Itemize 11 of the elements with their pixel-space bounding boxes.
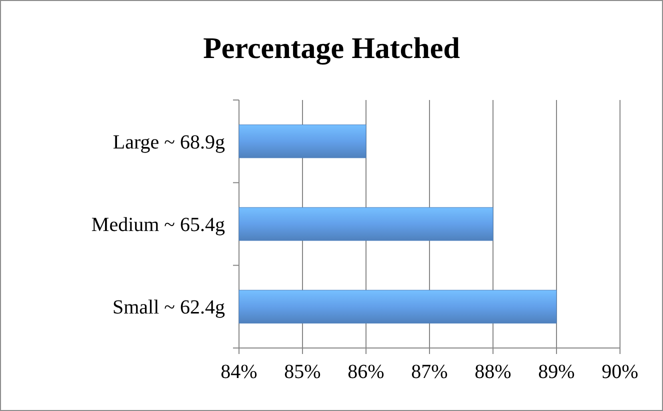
x-tick-label: 89% (538, 361, 575, 383)
x-tick-label: 88% (474, 361, 512, 383)
y-tick-label: Small ~ 62.4g (112, 296, 225, 319)
x-tick-label: 85% (284, 361, 321, 383)
x-tick-label: 84% (220, 361, 258, 383)
chart-title: Percentage Hatched (203, 32, 460, 65)
y-tick-label: Medium ~ 65.4g (91, 214, 225, 236)
x-tick-label: 90% (602, 361, 638, 383)
x-tick-label: 86% (348, 361, 384, 383)
y-tick-label: Large ~ 68.9g (112, 131, 225, 154)
x-tick-label: 87% (411, 361, 448, 383)
